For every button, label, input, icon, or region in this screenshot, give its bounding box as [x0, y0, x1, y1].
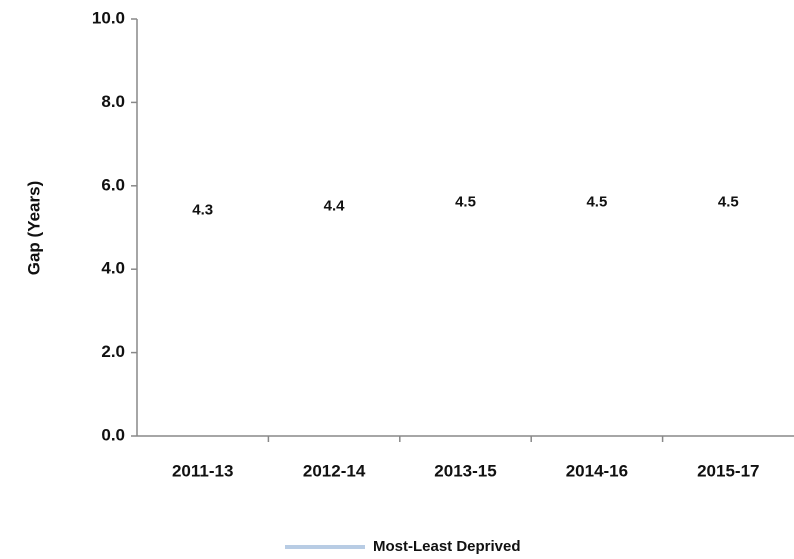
- x-tick-label: 2013-15: [434, 461, 496, 480]
- data-label: 4.5: [586, 193, 607, 210]
- y-axis-label: Gap (Years): [24, 181, 43, 276]
- y-tick-label: 0.0: [101, 425, 125, 444]
- y-tick-label: 2.0: [101, 342, 125, 361]
- y-tick-label: 4.0: [101, 259, 125, 278]
- x-tick-label: 2012-14: [303, 461, 366, 480]
- y-tick-label: 6.0: [101, 175, 125, 194]
- y-tick-label: 8.0: [101, 92, 125, 111]
- x-tick-label: 2014-16: [566, 461, 628, 480]
- data-label: 4.5: [455, 193, 476, 210]
- data-label: 4.5: [718, 193, 739, 210]
- legend-label: Most-Least Deprived: [373, 538, 521, 555]
- y-tick-label: 10.0: [92, 8, 125, 27]
- x-tick-label: 2015-17: [697, 461, 759, 480]
- data-label: 4.3: [192, 202, 213, 219]
- x-tick-label: 2011-13: [172, 461, 233, 480]
- data-label: 4.4: [324, 197, 346, 214]
